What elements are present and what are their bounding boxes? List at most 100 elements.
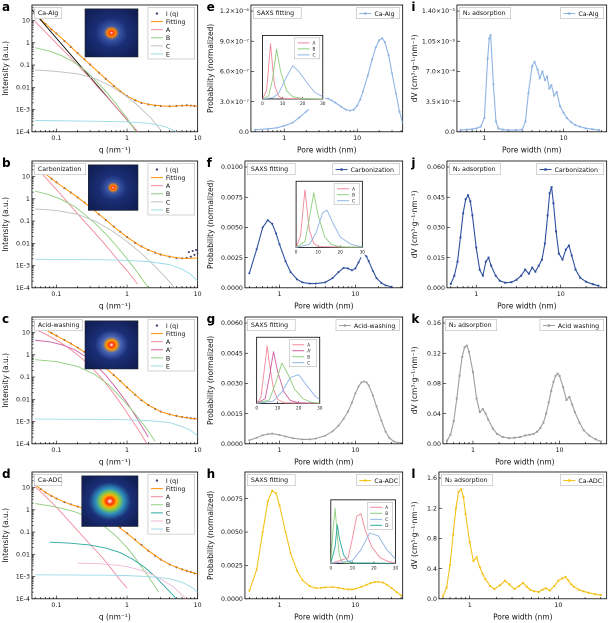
svg-text:0.0075: 0.0075 bbox=[221, 496, 243, 503]
svg-text:Ca-Alg: Ca-Alg bbox=[38, 10, 58, 17]
svg-text:Fitting: Fitting bbox=[166, 486, 186, 493]
panel-letter-f: f bbox=[206, 155, 212, 170]
svg-text:10: 10 bbox=[22, 485, 30, 492]
svg-text:Fitting: Fitting bbox=[166, 19, 186, 26]
svg-text:dV (cm³·g⁻¹·nm⁻¹): dV (cm³·g⁻¹·nm⁻¹) bbox=[410, 346, 419, 414]
svg-text:1E-3: 1E-3 bbox=[16, 262, 30, 269]
svg-text:0.1: 0.1 bbox=[20, 529, 30, 536]
svg-text:N₂ adsorption: N₂ adsorption bbox=[449, 321, 492, 328]
panel-letter-k: k bbox=[411, 311, 420, 326]
svg-text:0.0050: 0.0050 bbox=[221, 224, 243, 231]
svg-text:C: C bbox=[166, 511, 171, 518]
svg-text:C: C bbox=[385, 517, 388, 522]
svg-text:10: 10 bbox=[194, 602, 202, 609]
svg-text:9.0×10⁻⁷: 9.0×10⁻⁷ bbox=[220, 38, 249, 45]
svg-text:SAXS fitting: SAXS fitting bbox=[251, 166, 288, 173]
svg-text:10: 10 bbox=[560, 135, 568, 142]
svg-text:C: C bbox=[312, 52, 315, 57]
svg-text:1: 1 bbox=[26, 507, 30, 514]
svg-text:6.0×10⁻⁷: 6.0×10⁻⁷ bbox=[220, 69, 249, 76]
svg-text:20: 20 bbox=[371, 566, 377, 571]
svg-text:0.0: 0.0 bbox=[239, 129, 249, 136]
svg-text:A: A bbox=[166, 339, 171, 346]
panel-letter-g: g bbox=[206, 311, 216, 326]
svg-text:1E-4: 1E-4 bbox=[16, 129, 30, 136]
svg-text:Ca-ADC: Ca-ADC bbox=[38, 477, 62, 484]
svg-text:0.16: 0.16 bbox=[427, 320, 441, 327]
svg-text:7.0×10⁻⁴: 7.0×10⁻⁴ bbox=[426, 69, 455, 76]
svg-text:q (nm⁻¹): q (nm⁻¹) bbox=[99, 302, 131, 311]
svg-text:0.0015: 0.0015 bbox=[221, 410, 243, 417]
panel-g-chart: 1 10 0.0000 0.0015 0.0030 0.0045 0.0060 Pore wi… bbox=[206, 316, 403, 466]
svg-text:q (nm⁻¹): q (nm⁻¹) bbox=[99, 457, 131, 466]
svg-text:1: 1 bbox=[26, 351, 30, 358]
svg-text:A: A bbox=[307, 342, 310, 347]
svg-text:20: 20 bbox=[296, 405, 302, 410]
svg-text:1.40×10⁻³: 1.40×10⁻³ bbox=[422, 8, 455, 15]
panel-i: i 1 10 0.0 3.5×10⁻⁴ 7.0×10⁻⁴ 1.05×10⁻³ 1.40×10⁻… bbox=[409, 0, 614, 156]
svg-text:E: E bbox=[166, 363, 170, 370]
svg-text:C: C bbox=[166, 199, 171, 206]
svg-text:10: 10 bbox=[351, 447, 359, 454]
svg-text:B: B bbox=[312, 46, 315, 51]
panel-g: g 1 10 0.0000 0.0015 0.0030 0.0045 0.0060 Pore w… bbox=[205, 312, 410, 468]
svg-text:0: 0 bbox=[329, 566, 332, 571]
svg-text:10: 10 bbox=[349, 566, 355, 571]
svg-text:0.08: 0.08 bbox=[427, 380, 441, 387]
svg-text:Acid-washing: Acid-washing bbox=[38, 321, 80, 328]
svg-text:1E-3: 1E-3 bbox=[16, 418, 30, 425]
svg-text:0.1: 0.1 bbox=[51, 135, 61, 142]
svg-text:Fitting: Fitting bbox=[166, 331, 186, 338]
svg-text:0.01: 0.01 bbox=[16, 552, 30, 559]
svg-text:Probability (normalized): Probability (normalized) bbox=[206, 491, 215, 580]
svg-text:I (q): I (q) bbox=[166, 167, 179, 174]
svg-text:C: C bbox=[166, 43, 171, 50]
svg-text:B: B bbox=[385, 511, 388, 516]
panel-j-chart: 1 10 0.000 0.015 0.030 0.045 0.060 Pore width (… bbox=[410, 160, 608, 311]
svg-text:0.0000: 0.0000 bbox=[221, 596, 243, 603]
svg-text:10: 10 bbox=[353, 135, 361, 142]
panel-letter-d: d bbox=[2, 467, 11, 482]
svg-text:0.8: 0.8 bbox=[427, 536, 437, 543]
svg-text:1: 1 bbox=[277, 291, 281, 298]
svg-text:10: 10 bbox=[194, 291, 202, 298]
svg-text:10: 10 bbox=[557, 291, 565, 298]
svg-text:30: 30 bbox=[317, 405, 323, 410]
svg-text:E: E bbox=[166, 527, 170, 534]
svg-text:10: 10 bbox=[22, 329, 30, 336]
panel-d-chart: 0.1 1 10 10 1 0.1 0.01 1E-3 1E-4 q (nm⁻¹) Intensit… bbox=[1, 471, 202, 622]
panel-e: e 1 10 0.0 3.0×10⁻⁷ 6.0×10⁻⁷ 9.0×10⁻⁷ 1.2×10⁻⁶ P… bbox=[205, 0, 410, 156]
panel-c-chart: 0.1 1 10 10 1 0.1 0.01 1E-3 1E-4 q (nm⁻¹) Intensit… bbox=[1, 316, 202, 466]
svg-text:1: 1 bbox=[26, 40, 30, 47]
svg-text:0.1: 0.1 bbox=[51, 602, 61, 609]
svg-text:A': A' bbox=[307, 348, 311, 353]
panel-letter-c: c bbox=[2, 311, 10, 326]
svg-text:1: 1 bbox=[125, 602, 129, 609]
svg-text:1.05×10⁻³: 1.05×10⁻³ bbox=[422, 38, 455, 45]
svg-text:10: 10 bbox=[22, 18, 30, 25]
svg-text:SAXS fitting: SAXS fitting bbox=[251, 321, 288, 328]
svg-text:Probability (normalized): Probability (normalized) bbox=[206, 179, 215, 268]
svg-text:3.0×10⁻⁷: 3.0×10⁻⁷ bbox=[220, 99, 249, 106]
svg-text:Pore width (nm): Pore width (nm) bbox=[297, 146, 357, 155]
svg-text:A: A bbox=[166, 183, 171, 190]
svg-text:0.0075: 0.0075 bbox=[221, 194, 243, 201]
svg-text:N₂ adsorption: N₂ adsorption bbox=[445, 477, 488, 484]
svg-text:dV (cm³·g⁻¹·nm⁻¹): dV (cm³·g⁻¹·nm⁻¹) bbox=[410, 502, 419, 570]
svg-text:0.1: 0.1 bbox=[20, 62, 30, 69]
svg-text:I (q): I (q) bbox=[166, 322, 179, 329]
svg-text:A: A bbox=[312, 40, 315, 45]
svg-text:30: 30 bbox=[359, 249, 365, 254]
svg-text:E: E bbox=[166, 207, 170, 214]
svg-text:Fitting: Fitting bbox=[166, 175, 186, 182]
svg-text:dV (cm³·g⁻¹·nm⁻¹): dV (cm³·g⁻¹·nm⁻¹) bbox=[410, 190, 419, 258]
svg-text:1E-4: 1E-4 bbox=[16, 596, 30, 603]
panel-letter-j: j bbox=[411, 155, 416, 170]
svg-text:0.0025: 0.0025 bbox=[221, 255, 243, 262]
svg-text:10: 10 bbox=[315, 249, 321, 254]
svg-text:B: B bbox=[166, 35, 170, 42]
svg-text:Intensity (a.u.): Intensity (a.u.) bbox=[1, 197, 10, 252]
svg-text:3.5×10⁻⁴: 3.5×10⁻⁴ bbox=[426, 99, 455, 106]
svg-text:1: 1 bbox=[125, 291, 129, 298]
panel-c: c 0.1 1 10 10 1 0.1 0.01 1E-3 1E-4 q (nm⁻¹) Intensi… bbox=[0, 312, 205, 468]
